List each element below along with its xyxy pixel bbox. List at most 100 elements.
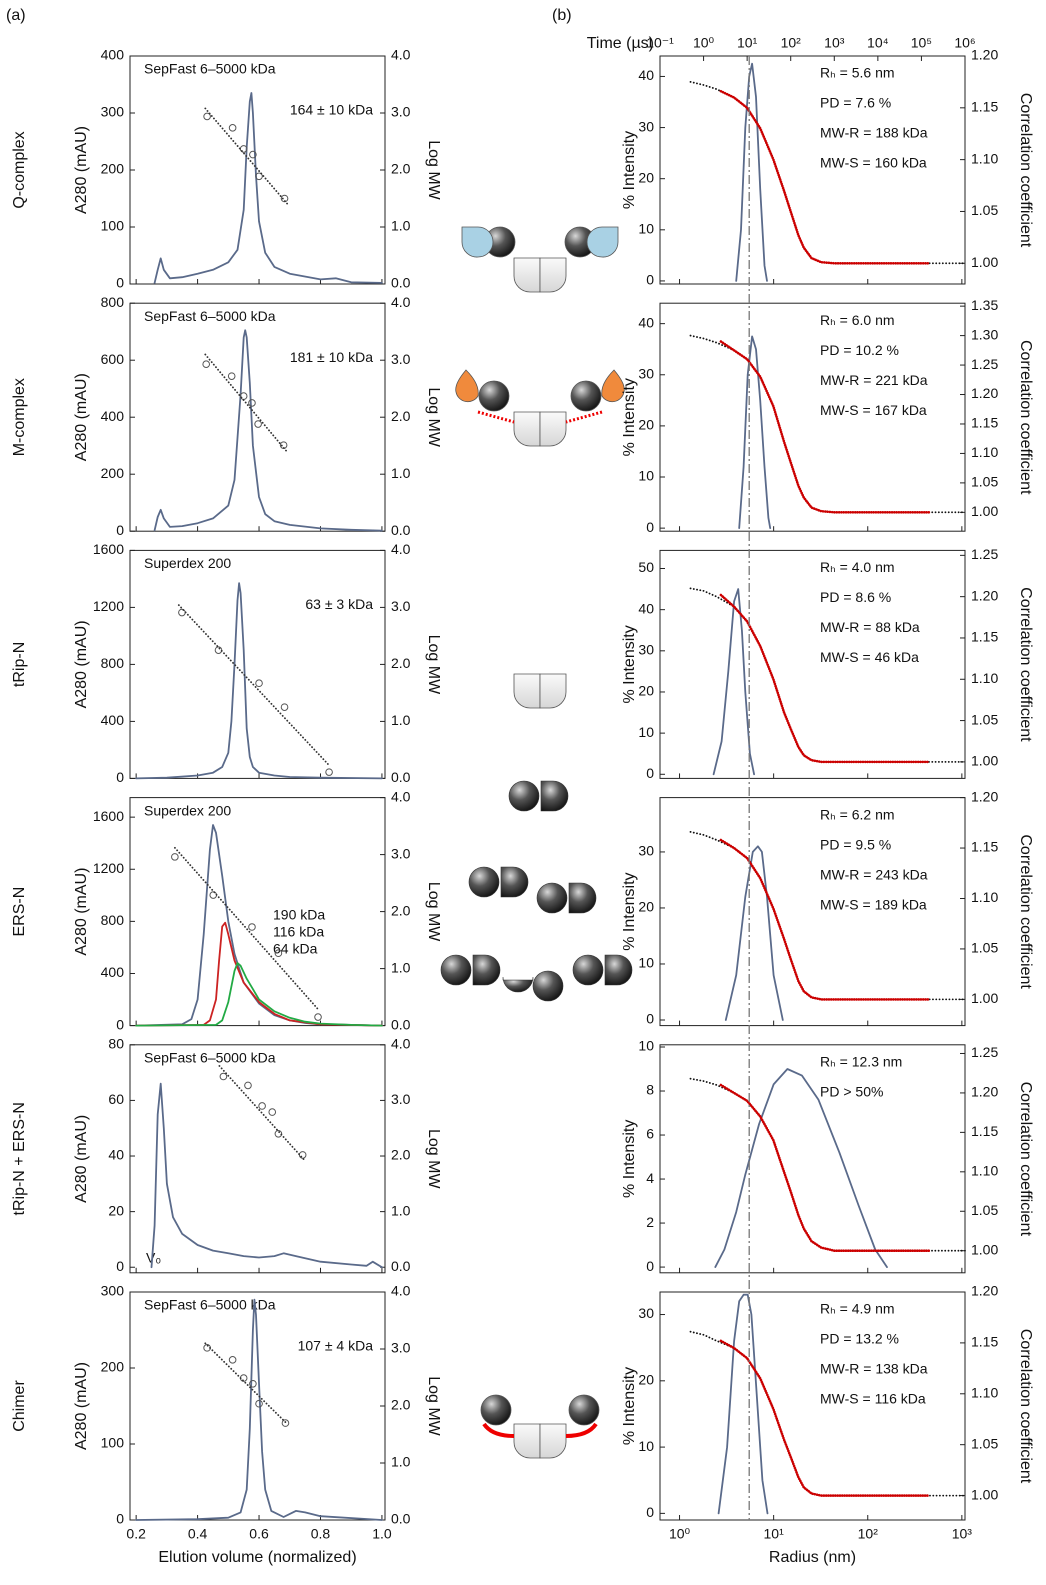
y2-tick-label: 1.10 [971, 670, 998, 686]
dotted-curve [689, 1330, 966, 1497]
y-tick-label: 40 [638, 67, 654, 83]
y2-tick-label: 4.0 [391, 1036, 411, 1052]
y2-tick-label: 1.05 [971, 1202, 998, 1218]
annotation: MW-R = 138 kDa [820, 1361, 928, 1377]
y-tick-label: 10 [638, 1438, 654, 1454]
x2-tick-label: 10⁶ [954, 35, 975, 51]
y2-tick-label: 4.0 [391, 47, 411, 63]
dotted-curve [218, 1065, 306, 1162]
x-tick-label: 0.2 [126, 1526, 146, 1542]
y2-axis-label: Log MW [425, 140, 442, 200]
annotation: MW-R = 188 kDa [820, 125, 928, 141]
calibration-point [255, 1399, 263, 1408]
y2-tick-label: 2.0 [391, 408, 411, 424]
y-tick-label: 80 [108, 1036, 124, 1052]
calibration-point [171, 853, 179, 861]
annotation: Rₕ = 6.2 nm [820, 806, 895, 822]
x2-tick-label: 10³ [824, 35, 845, 51]
y-tick-label: 0 [646, 519, 654, 535]
y2-tick-label: 2.0 [391, 655, 411, 671]
calibration-point [274, 949, 283, 958]
y2-axis-label: Log MW [425, 1376, 442, 1436]
panel-label: (b) [552, 7, 572, 24]
y2-tick-label: 1.10 [971, 1384, 998, 1400]
y-tick-label: 200 [101, 465, 125, 481]
y2-tick-label: 1.15 [971, 415, 998, 431]
dotted-curve [174, 846, 320, 1012]
annotation: MW-R = 243 kDa [820, 866, 928, 882]
calibration-point [325, 768, 333, 776]
annotation: PD = 8.6 % [820, 589, 891, 605]
y-tick-label: 300 [101, 1283, 125, 1299]
y-tick-label: 0 [646, 1011, 654, 1027]
annotation: Rₕ = 5.6 nm [820, 65, 895, 81]
x2-tick-label: 10¹ [737, 35, 758, 51]
annotation: Rₕ = 4.0 nm [820, 559, 895, 575]
dotted-curve [719, 838, 931, 1001]
y2-tick-label: 1.05 [971, 711, 998, 727]
y2-tick-label: 1.05 [971, 940, 998, 956]
trace [150, 1082, 383, 1269]
annotation: PD = 13.2 % [820, 1331, 899, 1347]
annotation: MW-R = 88 kDa [820, 619, 920, 635]
y2-tick-label: 1.0 [391, 218, 411, 234]
y-axis-label: % Intensity [621, 872, 638, 950]
calibration-point [203, 112, 211, 121]
calibration-point [258, 1102, 266, 1110]
calibration-point [255, 679, 263, 688]
y2-tick-label: 1.20 [971, 47, 998, 63]
legend-entry: 190 kDa [273, 906, 325, 922]
trace [738, 335, 772, 529]
trace [153, 92, 383, 284]
y-tick-label: 600 [101, 351, 125, 367]
plot-frame [129, 797, 386, 1027]
y2-axis-label: Correlation coefficient [1017, 93, 1034, 248]
y2-tick-label: 1.0 [391, 1454, 411, 1470]
column-label: SepFast 6–5000 kDa [144, 1050, 276, 1066]
annotation: MW-R = 221 kDa [820, 372, 928, 388]
y2-tick-label: 2.0 [391, 1397, 411, 1413]
dotted-curve [177, 604, 330, 767]
y-tick-label: 0 [646, 1504, 654, 1520]
q-complex-cartoon [461, 226, 619, 293]
legend-entry: 64 kDa [273, 940, 318, 956]
y-tick-label: 40 [638, 314, 654, 330]
x2-axis-label: Time (µs) [587, 35, 654, 52]
annotation: 164 ± 10 kDa [290, 102, 373, 118]
annotation: Rₕ = 6.0 nm [820, 312, 895, 328]
annotation: MW-S = 160 kDa [820, 155, 927, 171]
calibration-point [249, 1379, 257, 1388]
y2-tick-label: 4.0 [391, 788, 411, 804]
x-tick-label: 10³ [952, 1526, 973, 1542]
annotation: MW-S = 167 kDa [820, 402, 927, 418]
trace [135, 824, 383, 1027]
trace [135, 921, 383, 1027]
y-tick-label: 400 [101, 712, 125, 728]
y2-tick-label: 1.0 [391, 465, 411, 481]
calibration-point [202, 360, 210, 368]
trace [717, 1293, 769, 1515]
y-tick-label: 10 [638, 468, 654, 484]
y2-tick-label: 1.10 [971, 889, 998, 905]
y2-tick-label: 1.25 [971, 1044, 998, 1060]
y-tick-label: 0 [116, 769, 124, 785]
y-tick-label: 2 [646, 1214, 654, 1230]
y-tick-label: 1200 [93, 598, 124, 614]
x-axis-label: Elution volume (normalized) [158, 1549, 356, 1566]
plot-frame [659, 1291, 966, 1521]
sample-label: M-complex [11, 378, 28, 456]
x2-tick-label: 10⁻¹ [646, 35, 674, 51]
annotation: 107 ± 4 kDa [298, 1338, 374, 1354]
y2-tick-label: 3.0 [391, 1340, 411, 1356]
plot-frame [129, 55, 386, 285]
y-tick-label: 100 [101, 218, 125, 234]
plot-frame [659, 302, 966, 532]
y-tick-label: 0 [116, 1511, 124, 1527]
y-tick-label: 10 [638, 955, 654, 971]
y-tick-label: 1600 [93, 808, 124, 824]
y2-tick-label: 1.20 [971, 587, 998, 603]
y-tick-label: 20 [638, 169, 654, 185]
y-tick-label: 60 [108, 1091, 124, 1107]
x-tick-label: 1.0 [372, 1526, 392, 1542]
